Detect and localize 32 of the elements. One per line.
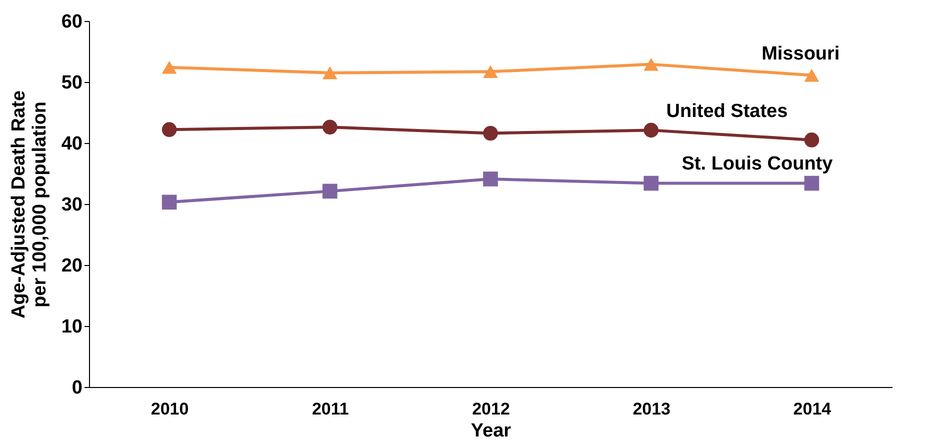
point: [804, 176, 820, 191]
point: [644, 176, 659, 191]
point: [804, 68, 820, 82]
point: [322, 66, 338, 80]
y-tick-label: 20: [61, 256, 82, 276]
series-label: St. Louis County: [682, 153, 834, 174]
point: [483, 126, 498, 141]
y-axis-title: Age-Adjusted Death Rate per 100,000 population: [8, 90, 50, 319]
y-tick-label: 60: [61, 12, 82, 32]
y-tick-label: 30: [61, 194, 82, 216]
y-tick-label: 50: [61, 72, 82, 94]
y-tick-label: 0: [72, 378, 82, 398]
x-tick-label: 2014: [793, 400, 832, 418]
x-tick-label: 2011: [312, 400, 349, 418]
x-tick-label: 2013: [632, 400, 671, 418]
point: [483, 65, 498, 78]
point: [644, 58, 659, 71]
point: [322, 184, 338, 199]
x-axis-title: Year: [470, 420, 512, 442]
point: [644, 122, 659, 138]
point: [483, 172, 498, 186]
series-label: United States: [666, 100, 788, 122]
point: [162, 122, 177, 137]
series-label: Missouri: [762, 43, 840, 64]
point: [804, 132, 820, 148]
point: [322, 120, 338, 135]
point: [162, 194, 177, 210]
y-tick-label: 40: [61, 134, 82, 154]
x-tick-label: 2010: [150, 400, 189, 418]
x-tick-label: 2012: [472, 400, 510, 418]
y-tick-label: 10: [61, 316, 82, 338]
point: [162, 60, 177, 74]
